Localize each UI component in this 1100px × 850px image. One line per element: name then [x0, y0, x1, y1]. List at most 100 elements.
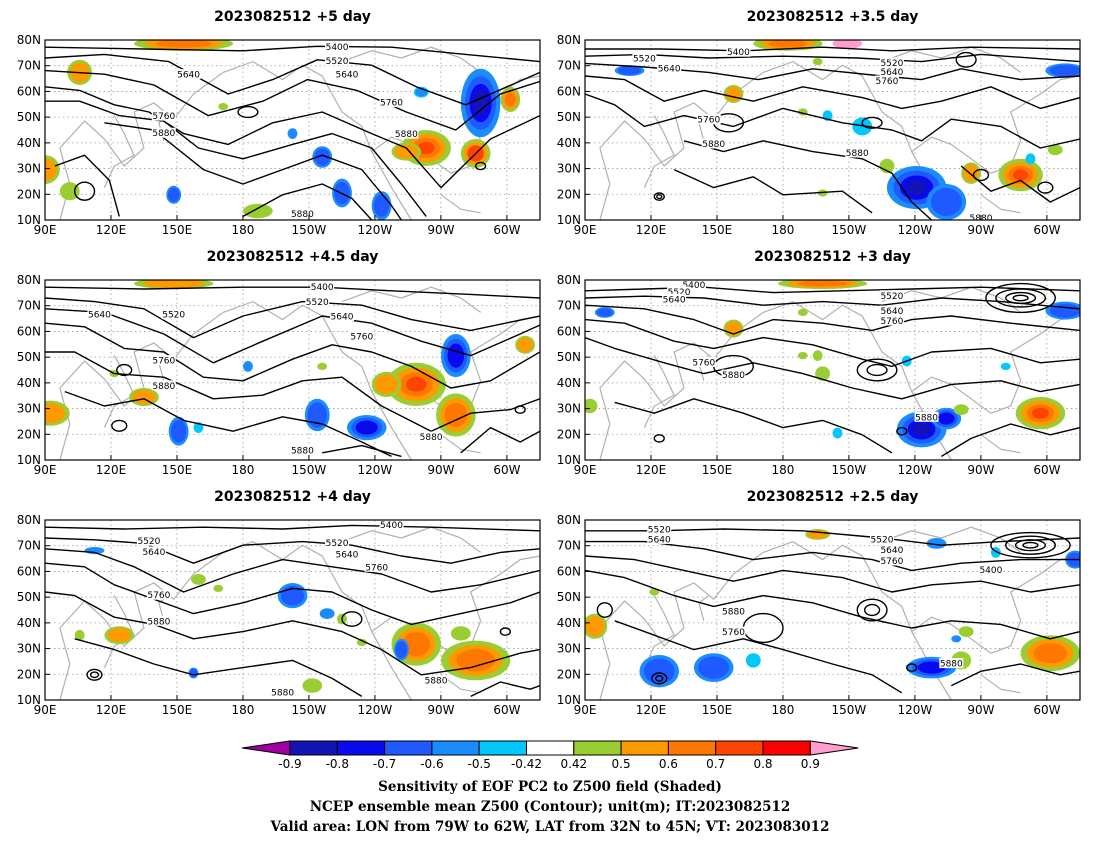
contour-label: 5760	[722, 628, 745, 638]
coastline	[980, 194, 1021, 214]
lat-tick-label: 70N	[557, 299, 581, 313]
contour-label: 5880	[722, 371, 745, 381]
map-panel: 5400552056405520564057605760588058805880…	[17, 489, 541, 717]
contour-label-bg	[151, 127, 176, 138]
colorbar-label: 0.42	[560, 757, 587, 771]
z500-contour	[614, 398, 893, 454]
lat-tick-label: 20N	[17, 667, 41, 681]
lon-tick-label: 120E	[96, 463, 127, 477]
contour-label: 5760	[880, 557, 903, 567]
contour-label: 5520	[326, 57, 349, 67]
sensitivity-patch	[243, 361, 253, 372]
z500-closed-contour	[86, 668, 103, 681]
lon-tick-label: 120W	[358, 223, 393, 237]
sensitivity-patch	[356, 638, 367, 647]
lat-tick-label: 40N	[557, 136, 581, 150]
panel-title: 2023082512 +4 day	[214, 489, 371, 505]
panel-frame	[44, 279, 541, 461]
contour-label-bg	[845, 147, 870, 158]
sensitivity-patch	[374, 374, 399, 395]
sensitivity-patch	[302, 678, 323, 693]
sensitivity-patch	[1049, 64, 1080, 77]
lat-tick-label: 10N	[557, 213, 581, 227]
z500-closed-contour	[653, 434, 665, 443]
lon-tick-label: 180	[771, 463, 794, 477]
sensitivity-patch	[456, 649, 496, 672]
footer-line-1: Sensitivity of EOF PC2 to Z500 field (Sh…	[378, 779, 722, 795]
z500-contour	[941, 423, 1080, 457]
z500-closed-contour	[1014, 539, 1047, 552]
contour-label: 5760	[692, 358, 715, 368]
z500-closed-contour	[656, 194, 663, 200]
z500-contour	[585, 286, 1080, 294]
lat-tick-label: 70N	[17, 539, 41, 553]
sensitivity-patch	[1033, 643, 1067, 664]
map-panel: 5400552056405520564057605760588058805880…	[557, 9, 1081, 237]
sensitivity-patch	[45, 403, 66, 424]
sensitivity-patch	[725, 86, 742, 102]
sensitivity-patch	[832, 427, 843, 439]
lat-tick-label: 50N	[557, 350, 581, 364]
lon-tick-label: 120E	[636, 463, 667, 477]
z500-closed-contour	[655, 675, 664, 682]
z500-closed-contour	[651, 672, 668, 685]
lat-tick-label: 80N	[557, 33, 581, 47]
lat-tick-label: 40N	[557, 376, 581, 390]
panel-title: 2023082512 +5 day	[214, 9, 371, 25]
sensitivity-patch	[504, 92, 516, 107]
contour-label-bg	[879, 57, 904, 68]
z500-closed-contour	[972, 168, 990, 182]
contour-label-bg	[647, 533, 672, 544]
contour-label: 5520	[880, 292, 903, 302]
colorbar-label: 0.5	[612, 757, 631, 771]
contour-label: 5640	[88, 311, 111, 321]
z500-contour	[950, 663, 1080, 687]
colorbar-label: 0.9	[801, 757, 820, 771]
coastline	[881, 526, 1021, 553]
contour-label: 5640	[335, 551, 358, 561]
z500-contour	[460, 426, 540, 454]
sensitivity-patch	[585, 616, 605, 637]
sensitivity-patch	[812, 58, 823, 66]
z500-contour	[45, 537, 540, 564]
contour-label-bg	[305, 296, 330, 307]
sensitivity-patch	[797, 352, 808, 360]
map-panel: 5520564054005640576055205760588058802023…	[557, 489, 1081, 717]
lon-tick-label: 150E	[162, 223, 193, 237]
panel-frame	[584, 279, 1081, 461]
coastline	[643, 355, 675, 428]
contour-label-bg	[662, 293, 687, 304]
contour-label-bg	[721, 626, 746, 637]
panel-background	[585, 280, 1080, 460]
colorbar-box	[573, 740, 622, 756]
sensitivity-patch	[797, 280, 848, 287]
panel-title: 2023082512 +2.5 day	[747, 489, 919, 505]
contour-label: 5880	[846, 149, 869, 159]
lat-tick-label: 80N	[557, 273, 581, 287]
footer-line-2: NCEP ensemble mean Z500 (Contour); unit(…	[309, 799, 791, 815]
lon-tick-label: 150W	[292, 223, 327, 237]
lat-tick-label: 20N	[557, 187, 581, 201]
contour-label-bg	[146, 589, 171, 600]
lat-tick-label: 40N	[17, 136, 41, 150]
sensitivity-patch	[243, 203, 273, 219]
z500-contour	[585, 304, 1080, 335]
z500-contour	[64, 390, 392, 458]
coastline	[59, 300, 412, 460]
contour-label-bg	[879, 305, 904, 316]
contour-label: 5880	[291, 447, 314, 457]
contour-label: 5760	[365, 563, 388, 573]
z500-closed-contour	[341, 611, 363, 627]
sensitivity-patch	[597, 308, 613, 317]
sensitivity-patch	[447, 343, 465, 368]
panel-frame	[584, 519, 1081, 701]
contour-label-bg	[394, 128, 419, 139]
panel-frame	[44, 519, 541, 701]
z500-contour	[585, 555, 1080, 593]
lon-tick-label: 180	[231, 703, 254, 717]
lat-tick-label: 10N	[17, 693, 41, 707]
z500-closed-contour	[514, 405, 526, 414]
sensitivity-patch	[649, 588, 660, 596]
